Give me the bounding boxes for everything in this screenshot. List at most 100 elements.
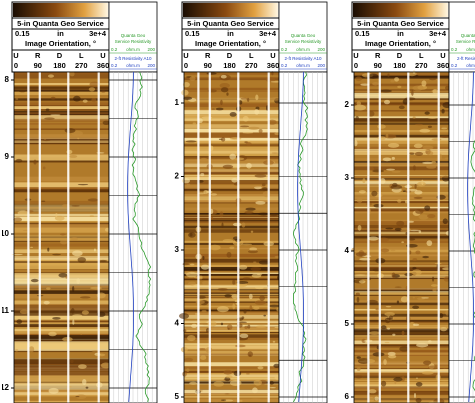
image-speck [354,105,366,111]
image-speck [184,358,193,362]
image-speck [44,117,55,119]
image-speck [199,321,207,323]
image-speck [221,323,223,326]
image-speck [387,328,390,330]
depth-label: 3 [345,173,350,182]
curve-scale: 200 [317,47,325,52]
pad-gap [39,72,41,403]
image-speck [200,355,206,360]
image-speck [385,342,390,343]
depth-label: 12 [0,383,9,392]
image-speck [199,348,206,350]
depth-label: 11 [1,306,10,315]
log-viewer: 5-in Quanta Geo Service0.15in3e+4Image O… [0,0,475,403]
direction: D [227,51,233,60]
image-speck [29,346,34,352]
image-speck [416,398,422,402]
image-speck [356,293,360,296]
direction: L [419,51,424,60]
image-speck [412,267,416,270]
image-speck [216,108,224,111]
image-speck [383,157,392,161]
image-speck [233,223,242,226]
image-speck [244,211,253,214]
image-speck [428,126,432,128]
curve-title: Quanta Geo [121,33,146,38]
degree: 180 [53,61,66,70]
image-speck [258,212,269,215]
image-speck [88,198,99,201]
curve-scale: 0.2 [281,47,288,52]
image-speck [202,256,204,260]
image-speck [13,217,22,221]
curve-scale: 200 [317,63,325,68]
image-speck [415,250,420,254]
image-speck [212,108,215,109]
direction: U [13,51,18,60]
image-speck [397,86,401,88]
image-speck [255,300,266,305]
scale-unit: in [227,29,234,38]
image-speck [373,352,385,356]
curve-title: Quanta Geo [291,33,316,38]
image-speck [72,286,74,292]
image-speck [202,281,210,285]
degree: 180 [223,61,236,70]
image-speck [377,136,385,140]
image-speck [78,257,86,263]
scale-min: 0.15 [185,29,200,38]
image-speck [412,306,419,309]
image-speck [252,273,262,277]
color-bar [353,3,448,17]
image-speck [101,91,105,93]
depth-label: 10 [0,229,9,238]
degree: 90 [204,61,212,70]
image-speck [414,190,422,194]
image-speck [19,90,26,92]
image-speck [189,382,197,385]
image-speck [232,303,235,309]
pad-gap [197,72,199,403]
curve-scale: 200 [147,63,155,68]
degree: 90 [374,61,382,70]
image-speck [90,287,102,290]
image-speck [442,127,447,129]
image-speck [426,240,432,246]
image-speck [270,214,278,216]
image-speck [221,399,226,400]
image-speck [231,178,237,183]
image-speck [223,239,234,243]
image-speck [399,106,405,110]
image-speck [357,367,361,371]
direction: L [249,51,254,60]
direction: D [397,51,403,60]
curve-name: 2-ft Resistivity A10 [284,56,322,61]
image-speck [46,109,50,111]
curve-scale: ohm.m [466,63,475,68]
image-speck [372,170,384,173]
image-speck [248,351,253,357]
image-speck [224,393,230,395]
image-speck [357,297,360,303]
image-speck [96,353,105,356]
curve-title: Service Resistivit [456,39,475,44]
image-speck [91,98,96,102]
degree: 180 [393,61,406,70]
image-speck [423,361,431,366]
image-speck [248,127,260,130]
image-speck [249,305,252,310]
image-speck [380,90,392,93]
image-speck [217,306,229,312]
curve-scale: 0.2 [111,63,118,68]
image-speck [432,138,442,140]
pad-gap [407,72,409,403]
image-speck [15,98,18,99]
image-speck [369,331,380,335]
image-speck [41,201,45,202]
image-speck [15,159,22,163]
image-speck [69,155,77,158]
curve-title: Quanta Geo [461,33,475,38]
curve-scale: 0.2 [451,47,458,52]
image-speck [182,178,190,183]
orientation: Image Orientation, ° [195,39,266,48]
